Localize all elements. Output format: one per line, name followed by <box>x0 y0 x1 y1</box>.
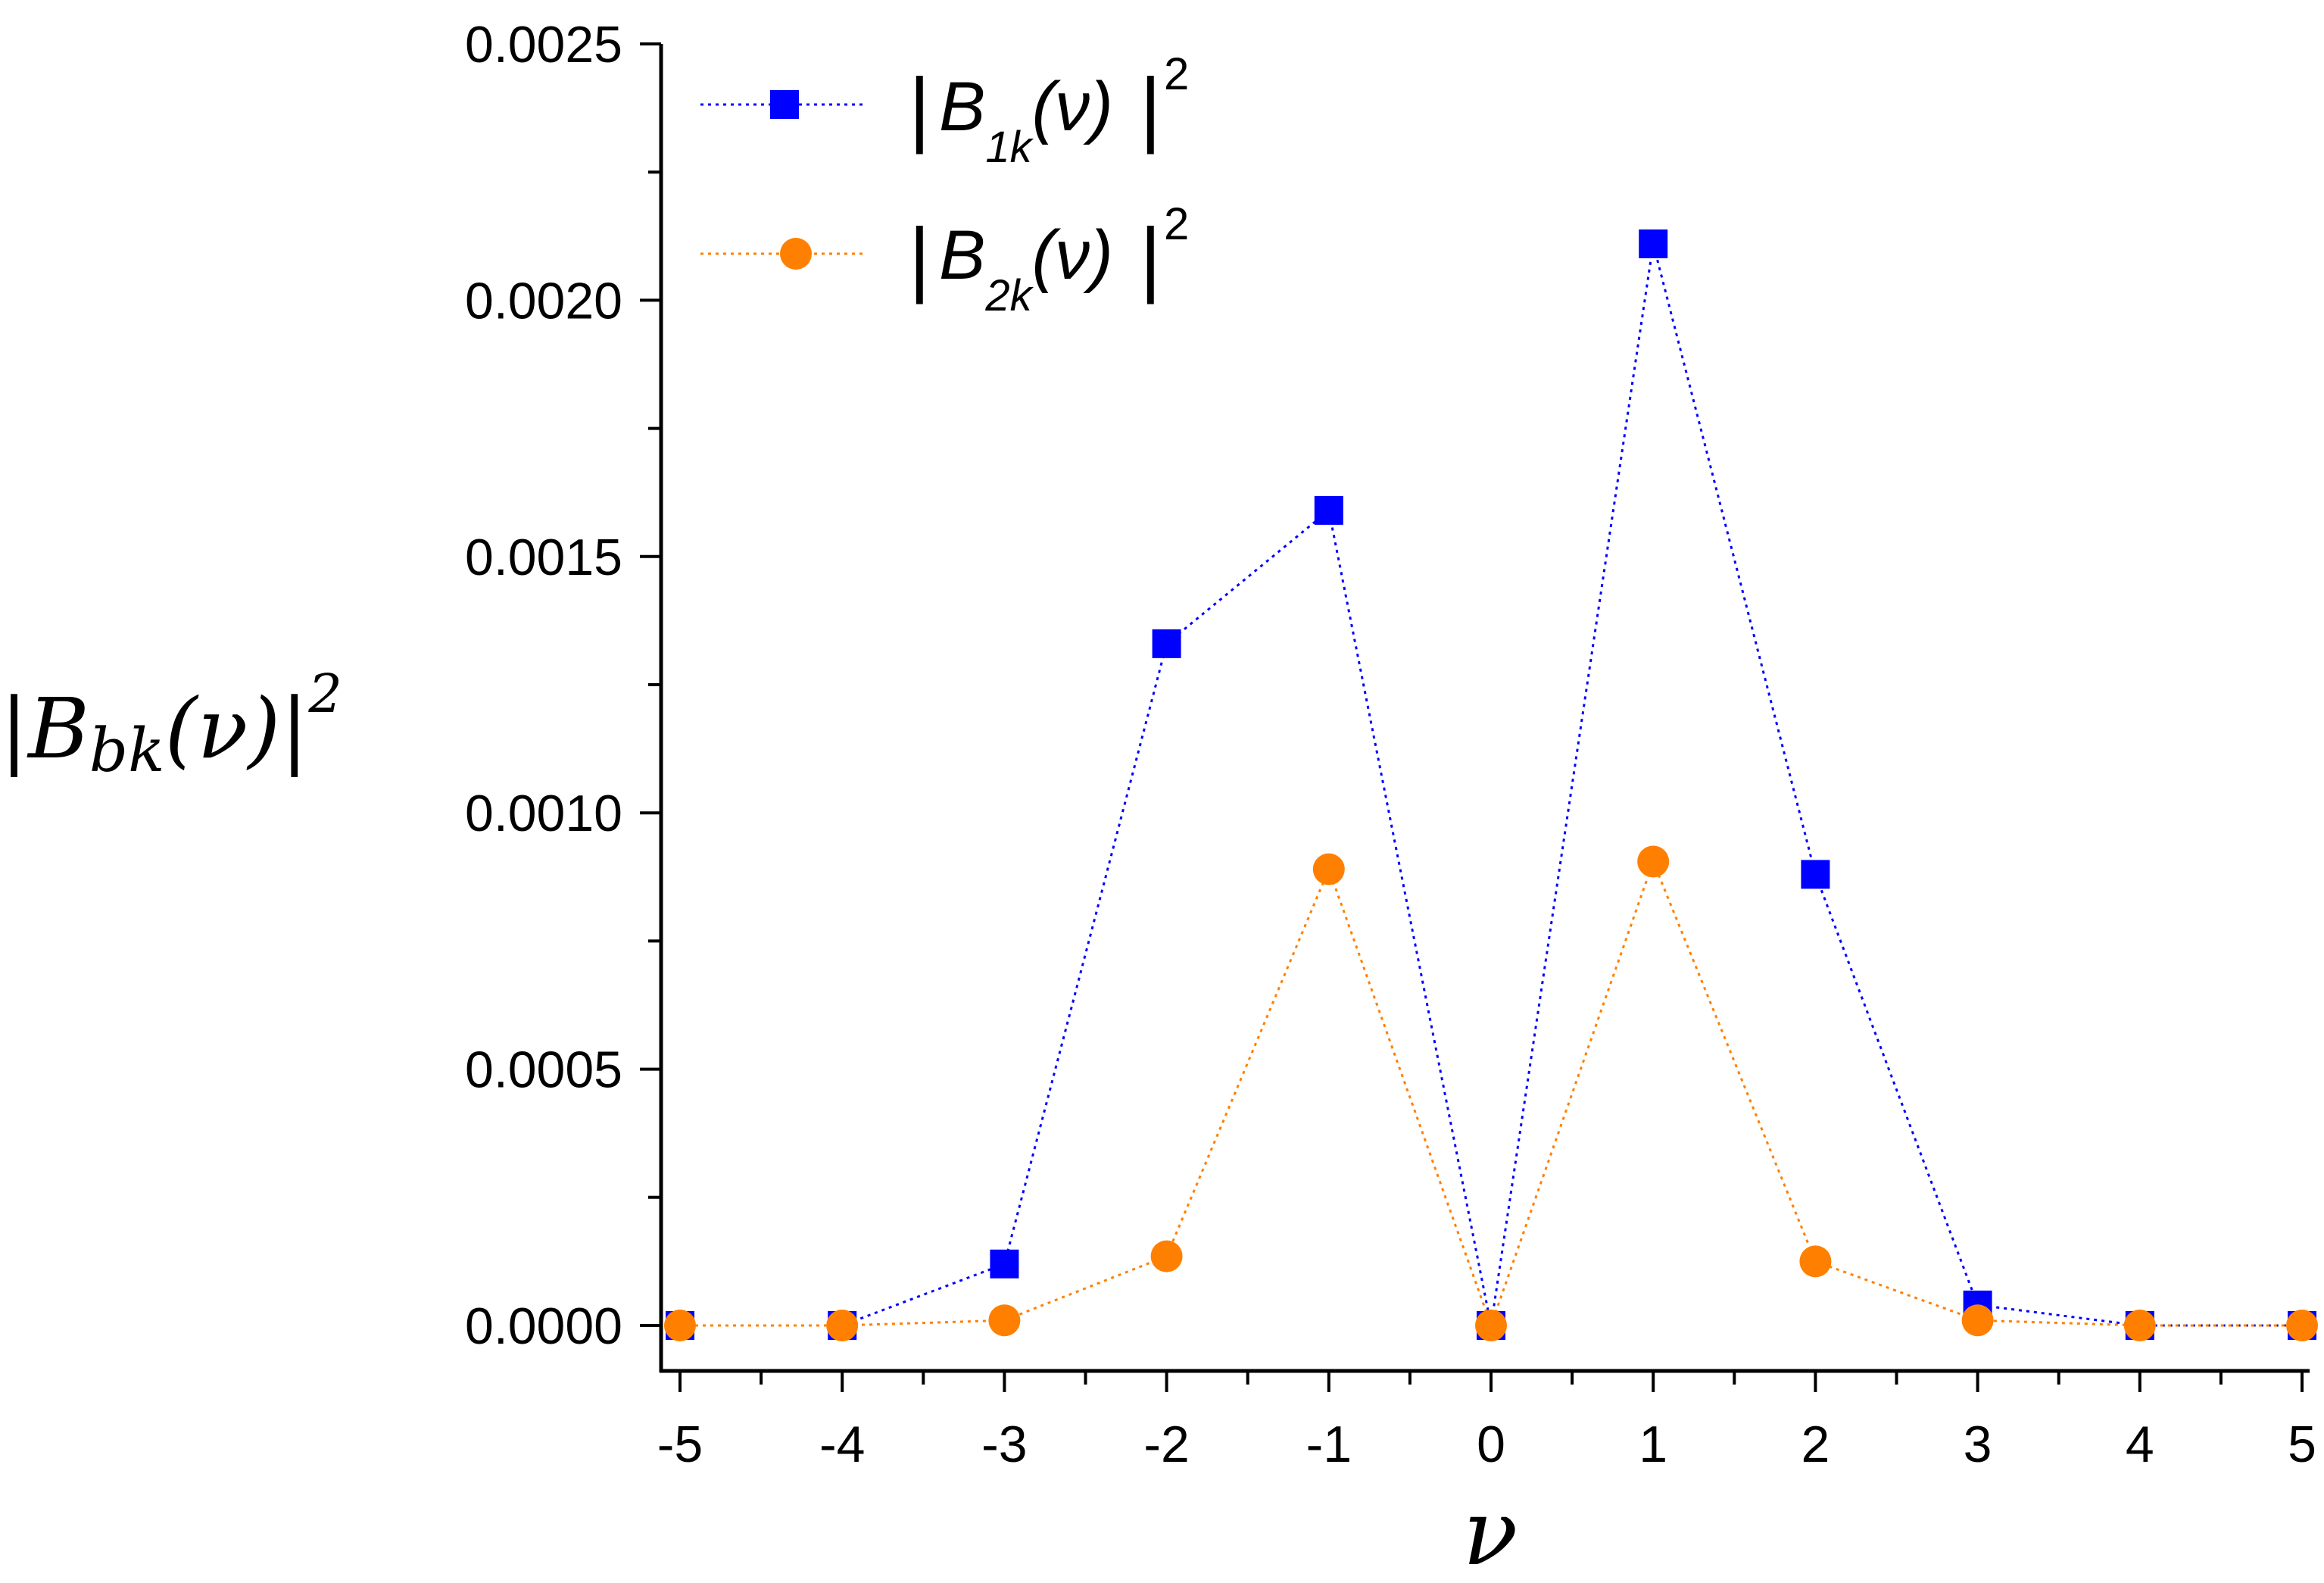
x-tick-label: 4 <box>2126 1416 2154 1473</box>
y-tick-label: 0.0015 <box>465 529 622 586</box>
series-line-1 <box>680 243 2302 1327</box>
series-1-point <box>1314 495 1343 525</box>
legend-base-1: B <box>939 68 985 145</box>
legend-rest-2: (ν) <box>1032 217 1113 294</box>
series-2-point <box>1475 1310 1507 1341</box>
legend-bar-open-2: | <box>909 211 931 304</box>
series-2-point <box>1312 853 1345 885</box>
series-1-point <box>1152 629 1181 658</box>
y-tick-label: 0.0020 <box>465 272 622 329</box>
y-axis-title-base: B <box>27 680 89 777</box>
series-2-point <box>1637 845 1670 878</box>
x-tick-label: -2 <box>1143 1416 1189 1473</box>
series-markers <box>664 229 2318 1341</box>
series-line-2 <box>680 858 2302 1329</box>
legend-bar-close-2: | <box>1140 211 1162 304</box>
legend-label-1: B1k(ν) <box>939 68 1113 172</box>
y-tick-labels: 0.0000 0.0005 0.0010 0.0015 0.0020 0.0025 <box>465 16 622 1355</box>
ticks <box>640 42 2304 1392</box>
series-1-point <box>1801 860 1830 889</box>
y-tick-label: 0.0005 <box>465 1041 622 1099</box>
legend-marker-2 <box>780 238 812 270</box>
y-axis-title: |Bbk(ν)|2 <box>0 663 342 785</box>
series-2-point <box>1150 1240 1183 1272</box>
x-tick-labels: -5 -4 -3 -2 -1 0 1 2 3 4 5 <box>657 1416 2316 1473</box>
series-1-point <box>990 1249 1019 1279</box>
x-tick-label: 0 <box>1477 1416 1505 1473</box>
legend: | B1k(ν) | 2 | B2k(ν) | 2 <box>700 48 1189 320</box>
series-2-point <box>988 1304 1021 1337</box>
series-1-point <box>1639 229 1668 258</box>
series-2-point <box>1799 1245 1832 1278</box>
legend-base-2: B <box>939 217 985 294</box>
y-axis-title-bar-open: | <box>0 680 28 777</box>
legend-bar-close-1: | <box>1140 61 1162 155</box>
legend-label-2: B2k(ν) <box>939 217 1113 320</box>
x-tick-label: -5 <box>657 1416 703 1473</box>
y-tick-label: 0.0010 <box>465 785 622 842</box>
legend-sup-2: 2 <box>1164 198 1189 249</box>
y-axis-title-bar-close: | <box>280 680 308 777</box>
series-2-point <box>2123 1310 2156 1341</box>
y-tick-label: 0.0025 <box>465 16 622 73</box>
legend-marker-1 <box>770 90 799 119</box>
x-tick-label: 3 <box>1964 1416 1992 1473</box>
y-axis-title-rest: (ν) <box>165 680 281 777</box>
series-2-point <box>826 1310 859 1341</box>
legend-rest-1: (ν) <box>1032 68 1113 145</box>
legend-sub-2: 2k <box>984 271 1034 320</box>
x-tick-label: -4 <box>819 1416 865 1473</box>
axes <box>659 44 2310 1373</box>
x-tick-label: 5 <box>2288 1416 2316 1473</box>
x-tick-label: -1 <box>1306 1416 1352 1473</box>
x-tick-label: 2 <box>1801 1416 1830 1473</box>
legend-entry-1: | B1k(ν) | 2 <box>700 48 1189 172</box>
series-2-point <box>2286 1310 2318 1341</box>
y-axis-title-sub: bk <box>89 715 165 785</box>
x-axis-title: ν <box>1463 1481 1518 1583</box>
y-axis-title-sup: 2 <box>307 663 342 725</box>
y-tick-label: 0.0000 <box>465 1297 622 1355</box>
series-lines <box>680 243 2302 1329</box>
series-2-point <box>664 1310 696 1341</box>
series-2-point <box>1961 1304 1994 1337</box>
legend-sup-1: 2 <box>1164 48 1189 99</box>
legend-bar-open-1: | <box>909 61 931 155</box>
legend-sub-1: 1k <box>985 123 1034 172</box>
x-tick-label: 1 <box>1639 1416 1667 1473</box>
x-tick-label: -3 <box>981 1416 1027 1473</box>
legend-entry-2: | B2k(ν) | 2 <box>700 198 1189 320</box>
